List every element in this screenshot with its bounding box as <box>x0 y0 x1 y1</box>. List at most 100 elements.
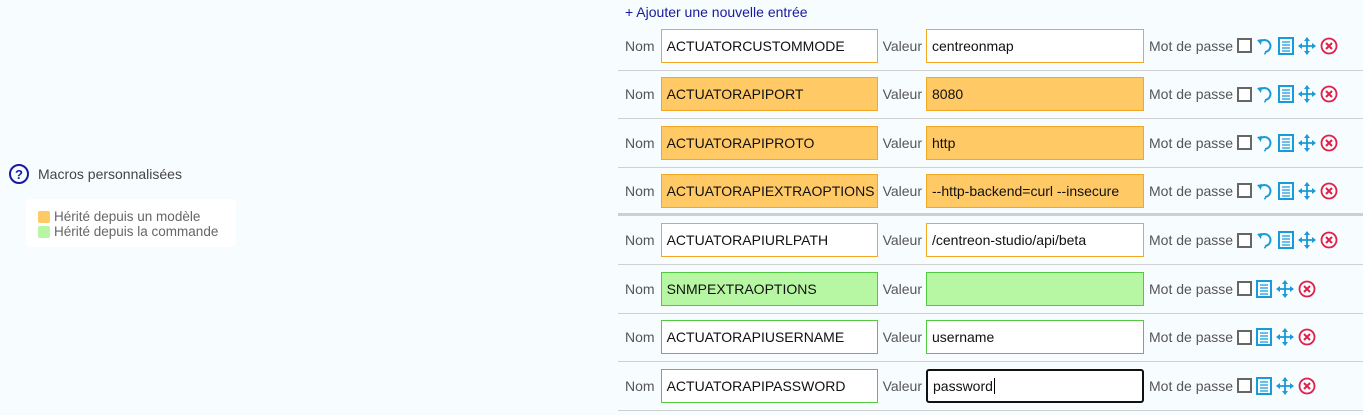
revert-icon[interactable] <box>1256 37 1274 55</box>
delete-icon[interactable] <box>1320 85 1338 103</box>
password-checkbox[interactable] <box>1237 86 1253 102</box>
value-label: Valeur <box>882 37 922 54</box>
macro-name-input[interactable]: SNMPEXTRAOPTIONS <box>660 271 878 306</box>
description-icon[interactable] <box>1256 279 1273 298</box>
name-label: Nom <box>625 377 655 394</box>
macros-title: Macros personnalisées <box>38 166 182 182</box>
value-label: Valeur <box>882 232 922 249</box>
move-icon[interactable] <box>1298 36 1317 55</box>
name-label: Nom <box>625 280 655 297</box>
green-swatch-icon <box>38 225 50 238</box>
move-icon[interactable] <box>1298 181 1317 200</box>
move-icon[interactable] <box>1298 231 1317 250</box>
add-entry-link[interactable]: + Ajouter une nouvelle entrée <box>625 4 808 20</box>
orange-swatch-icon <box>38 210 50 223</box>
macro-name-input[interactable]: ACTUATORAPIURLPATH <box>660 223 878 258</box>
name-label: Nom <box>625 86 655 103</box>
value-label: Valeur <box>882 134 922 151</box>
legend-item-template: Hérité depuis un modèle <box>38 209 224 224</box>
revert-icon[interactable] <box>1256 231 1274 249</box>
macro-name-input[interactable]: ACTUATORAPIPASSWORD <box>660 368 878 403</box>
delete-icon[interactable] <box>1298 328 1316 346</box>
password-label: Mot de passe <box>1149 37 1234 54</box>
macro-name-input[interactable]: ACTUATORAPIPROTO <box>660 125 878 160</box>
name-label: Nom <box>625 232 655 249</box>
move-icon[interactable] <box>1298 133 1317 152</box>
password-label: Mot de passe <box>1149 182 1234 199</box>
revert-icon[interactable] <box>1256 134 1274 152</box>
macro-name-input[interactable]: ACTUATORAPIEXTRAOPTIONS <box>660 173 878 208</box>
description-icon[interactable] <box>1256 328 1273 347</box>
macro-row: Nom ACTUATORAPIURLPATH Valeur/centreon-stu… <box>618 216 1363 265</box>
help-row: ? Macros personnalisées <box>9 164 236 184</box>
macro-name-input[interactable]: ACTUATORAPIPORT <box>660 77 878 112</box>
macro-value-text: 8080 <box>932 86 964 103</box>
macro-value-text: http <box>932 134 956 151</box>
value-label: Valeur <box>882 86 922 103</box>
macros-legend-panel: ? Macros personnalisées Hérité depuis un… <box>9 164 236 247</box>
move-icon[interactable] <box>1276 376 1295 395</box>
description-icon[interactable] <box>1278 181 1295 200</box>
text-cursor <box>993 377 995 394</box>
delete-icon[interactable] <box>1298 377 1316 395</box>
password-label: Mot de passe <box>1149 280 1234 297</box>
macro-value-input[interactable]: /centreon-studio/api/beta <box>926 223 1144 258</box>
macro-value-input[interactable]: username <box>926 320 1144 355</box>
password-label: Mot de passe <box>1149 134 1234 151</box>
macro-row: Nom ACTUATORAPIPROTO Valeur http Mot de pass… <box>618 119 1363 168</box>
value-label: Valeur <box>882 329 922 346</box>
macro-row: Nom SNMPEXTRAOPTIONS Valeur Mot de passe <box>618 265 1363 314</box>
delete-icon[interactable] <box>1320 182 1338 200</box>
legend-label: Hérité depuis un modèle <box>54 209 201 224</box>
password-checkbox[interactable] <box>1237 183 1253 199</box>
password-checkbox[interactable] <box>1237 232 1253 248</box>
password-checkbox[interactable] <box>1237 378 1253 394</box>
delete-icon[interactable] <box>1298 280 1316 298</box>
macro-name-input[interactable]: ACTUATORAPIUSERNAME <box>660 320 878 355</box>
password-label: Mot de passe <box>1149 86 1234 103</box>
move-icon[interactable] <box>1276 279 1295 298</box>
description-icon[interactable] <box>1278 85 1295 104</box>
macro-value-input[interactable]: --http-backend=curl --insecure <box>926 173 1144 208</box>
macro-value-input[interactable]: http <box>926 125 1144 160</box>
name-label: Nom <box>625 182 655 199</box>
macro-value-input[interactable]: centreonmap <box>926 28 1144 63</box>
password-checkbox[interactable] <box>1237 281 1253 297</box>
description-icon[interactable] <box>1278 133 1295 152</box>
macro-row: Nom ACTUATORAPIUSERNAME Valeur username Mot … <box>618 314 1363 363</box>
delete-icon[interactable] <box>1320 231 1338 249</box>
revert-icon[interactable] <box>1256 182 1274 200</box>
name-label: Nom <box>625 37 655 54</box>
name-label: Nom <box>625 134 655 151</box>
legend: Hérité depuis un modèle Hérité depuis la… <box>26 199 236 247</box>
revert-icon[interactable] <box>1256 85 1274 103</box>
value-label: Valeur <box>882 377 922 394</box>
help-circle-icon[interactable]: ? <box>9 164 29 184</box>
password-checkbox[interactable] <box>1237 38 1253 54</box>
macro-value-input[interactable] <box>926 271 1144 306</box>
description-icon[interactable] <box>1278 36 1295 55</box>
delete-icon[interactable] <box>1320 37 1338 55</box>
password-checkbox[interactable] <box>1237 135 1253 151</box>
macro-value-input[interactable]: password <box>926 368 1144 403</box>
macro-list: Nom ACTUATORCUSTOMMODE Valeur centreonmap Mo… <box>618 22 1363 411</box>
description-icon[interactable] <box>1256 376 1273 395</box>
password-label: Mot de passe <box>1149 329 1234 346</box>
macro-name-input[interactable]: ACTUATORCUSTOMMODE <box>660 28 878 63</box>
name-label: Nom <box>625 329 655 346</box>
legend-label: Hérité depuis la commande <box>54 224 219 239</box>
value-label: Valeur <box>882 280 922 297</box>
password-checkbox[interactable] <box>1237 329 1253 345</box>
move-icon[interactable] <box>1276 328 1295 347</box>
macro-row: Nom ACTUATORAPIPORT Valeur 8080 Mot de passe <box>618 71 1363 120</box>
move-icon[interactable] <box>1298 85 1317 104</box>
macro-value-text: username <box>932 329 995 346</box>
macro-value-text: /centreon-studio/api/beta <box>932 232 1087 249</box>
legend-item-command: Hérité depuis la commande <box>38 224 224 239</box>
delete-icon[interactable] <box>1320 134 1338 152</box>
macro-value-text: centreonmap <box>932 37 1014 54</box>
macro-value-input[interactable]: 8080 <box>926 77 1144 112</box>
value-label: Valeur <box>882 182 922 199</box>
macro-row: Nom ACTUATORCUSTOMMODE Valeur centreonmap Mo… <box>618 22 1363 71</box>
description-icon[interactable] <box>1278 231 1295 250</box>
